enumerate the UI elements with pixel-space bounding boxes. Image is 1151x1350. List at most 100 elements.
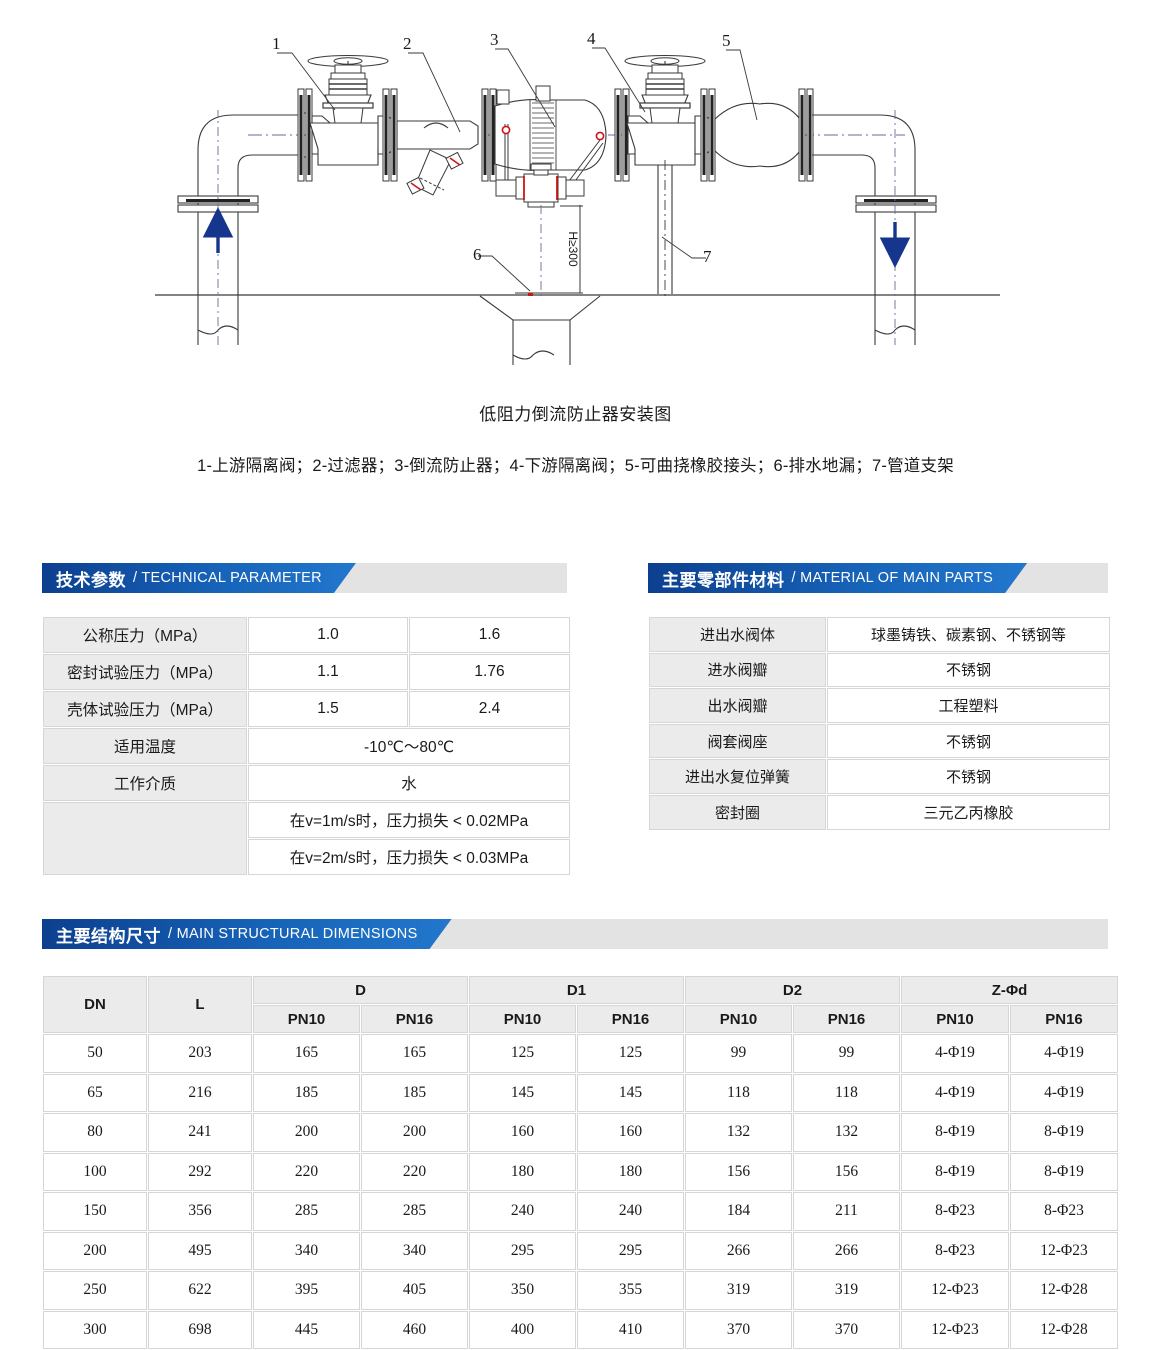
table-row: 壳体试验压力（MPa） 1.5 2.4 xyxy=(43,691,570,727)
dim-cell-r1-c9: 4-Φ19 xyxy=(1010,1073,1119,1112)
dim-cell-r4-c7: 211 xyxy=(793,1192,900,1231)
tech-pn16-1: 1.76 xyxy=(409,654,570,690)
tech-label-2: 壳体试验压力（MPa） xyxy=(43,691,247,727)
material-value-3: 不锈钢 xyxy=(827,723,1110,759)
callout-4: 4 xyxy=(587,29,596,48)
material-value-0: 球墨铸铁、碳素钢、不锈钢等 xyxy=(827,617,1110,652)
dim-cell-r2-c2: 200 xyxy=(253,1113,360,1152)
callout-2: 2 xyxy=(403,34,412,53)
tap-port-downstream xyxy=(595,131,605,141)
col-header-zphid: Z-Φd xyxy=(901,976,1119,1004)
diagram-legend: 1-上游隔离阀；2-过滤器；3-倒流防止器；4-下游隔离阀；5-可曲挠橡胶接头；… xyxy=(197,457,954,475)
dim-cell-r3-c6: 156 xyxy=(685,1152,792,1191)
section-title-en: / MATERIAL OF MAIN PARTS xyxy=(791,570,994,586)
table-row: 250 622 395 405 350 355 319 319 12-Φ23 12-Φ28 xyxy=(43,1271,1119,1310)
dim-cell-r7-c9: 12-Φ28 xyxy=(1010,1310,1119,1349)
valve-4-body xyxy=(624,54,706,166)
dim-cell-r5-c3: 340 xyxy=(361,1231,468,1270)
table-row: 密封圈 三元乙丙橡胶 xyxy=(649,794,1110,830)
table-row: 进出水阀体 球墨铸铁、碳素钢、不锈钢等 xyxy=(649,617,1110,652)
pipe-support xyxy=(657,165,673,294)
dim-cell-r2-c7: 132 xyxy=(793,1113,900,1152)
section-header-technical: 技术参数 / TECHNICAL PARAMETER xyxy=(42,563,567,593)
dim-cell-r2-c6: 132 xyxy=(685,1113,792,1152)
section-title-cn: 技术参数 xyxy=(56,570,126,590)
dim-cell-r0-c4: 125 xyxy=(469,1034,576,1073)
col-header-l: L xyxy=(148,976,252,1033)
section-title-cn: 主要结构尺寸 xyxy=(56,926,161,946)
dim-cell-r4-c2: 285 xyxy=(253,1192,360,1231)
tech-label-medium: 工作介质 xyxy=(43,765,247,801)
dimensions-header-row-1: DN L D D1 D2 Z-Φd xyxy=(43,976,1119,1033)
dim-cell-r7-c3: 460 xyxy=(361,1310,468,1349)
material-table: 进出水阀体 球墨铸铁、碳素钢、不锈钢等 进水阀瓣 不锈钢 出水阀瓣 工程塑料 阀… xyxy=(648,616,1111,831)
material-part-2: 出水阀瓣 xyxy=(649,688,826,723)
valve-1-body xyxy=(307,54,389,166)
dim-cell-r6-c6: 319 xyxy=(685,1271,792,1310)
dim-cell-r4-c8: 8-Φ23 xyxy=(901,1192,1009,1231)
tech-pn16-2: 2.4 xyxy=(409,691,570,727)
table-row: 在v=1m/s时，压力损失 < 0.02MPa xyxy=(43,802,570,875)
dim-cell-r5-c1: 495 xyxy=(148,1231,252,1270)
dim-cell-r6-c5: 355 xyxy=(577,1271,684,1310)
section-tag-dimensions: 主要结构尺寸 / MAIN STRUCTURAL DIMENSIONS xyxy=(42,919,452,949)
dim-cell-r7-c7: 370 xyxy=(793,1310,900,1349)
dim-cell-r3-c9: 8-Φ19 xyxy=(1010,1152,1119,1191)
dim-cell-r5-c4: 295 xyxy=(469,1231,576,1270)
table-row: 密封试验压力（MPa） 1.1 1.76 xyxy=(43,654,570,690)
callout-5: 5 xyxy=(722,31,731,50)
dim-cell-r3-c2: 220 xyxy=(253,1152,360,1191)
material-value-2: 工程塑料 xyxy=(827,688,1110,723)
dim-cell-r4-c9: 8-Φ23 xyxy=(1010,1192,1119,1231)
table-row: 出水阀瓣 工程塑料 xyxy=(649,688,1110,723)
backflow-preventer-body xyxy=(494,99,607,171)
dim-cell-r1-c7: 118 xyxy=(793,1073,900,1112)
dim-cell-r1-c1: 216 xyxy=(148,1073,252,1112)
material-part-5: 密封圈 xyxy=(649,794,826,830)
dim-cell-r2-c1: 241 xyxy=(148,1113,252,1152)
dim-cell-r5-c2: 340 xyxy=(253,1231,360,1270)
installation-diagram: H≥300 xyxy=(0,0,1151,395)
callout-6: 6 xyxy=(473,245,482,264)
col-header-d: D xyxy=(253,976,468,1004)
dim-cell-r1-c0: 65 xyxy=(43,1073,147,1112)
dim-cell-r7-c0: 300 xyxy=(43,1310,147,1349)
dim-cell-r3-c1: 292 xyxy=(148,1152,252,1191)
table-row: 300 698 445 460 400 410 370 370 12-Φ23 12-Φ28 xyxy=(43,1310,1119,1349)
tech-pn10-0: 1.0 xyxy=(248,617,408,653)
table-row: 150 356 285 285 240 240 184 211 8-Φ23 8-Φ23 xyxy=(43,1192,1119,1231)
dim-cell-r1-c4: 145 xyxy=(469,1073,576,1112)
tech-label-blank xyxy=(43,802,247,875)
tech-value-medium: 水 xyxy=(248,765,570,801)
dim-cell-r6-c9: 12-Φ28 xyxy=(1010,1271,1119,1310)
dim-cell-r0-c3: 165 xyxy=(361,1034,468,1073)
dim-cell-r0-c7: 99 xyxy=(793,1034,900,1073)
table-row: 阀套阀座 不锈钢 xyxy=(649,723,1110,759)
table-row: 80 241 200 200 160 160 132 132 8-Φ19 8-Φ19 xyxy=(43,1113,1119,1152)
dim-cell-r6-c2: 395 xyxy=(253,1271,360,1310)
table-row: 100 292 220 220 180 180 156 156 8-Φ19 8-Φ19 xyxy=(43,1152,1119,1191)
dim-cell-r1-c5: 145 xyxy=(577,1073,684,1112)
flexible-rubber-joint xyxy=(714,102,801,168)
section-tag-material: 主要零部件材料 / MATERIAL OF MAIN PARTS xyxy=(648,563,1027,593)
dim-cell-r2-c9: 8-Φ19 xyxy=(1010,1113,1119,1152)
height-dimension-label: H≥300 xyxy=(566,231,580,267)
dimensions-header-row-2: PN10 PN16 PN10 PN16 PN10 PN16 PN10 PN16 xyxy=(43,1005,1119,1033)
subheader-zphid-pn10: PN10 xyxy=(901,1005,1009,1033)
dim-cell-r4-c3: 285 xyxy=(361,1192,468,1231)
dim-cell-r7-c2: 445 xyxy=(253,1310,360,1349)
dim-cell-r3-c8: 8-Φ19 xyxy=(901,1152,1009,1191)
dim-cell-r4-c0: 150 xyxy=(43,1192,147,1231)
technical-parameter-table: 公称压力（MPa） 1.0 1.6 密封试验压力（MPa） 1.1 1.76 壳… xyxy=(42,616,571,876)
dimensions-table: DN L D D1 D2 Z-Φd PN10 PN16 PN10 PN16 PN… xyxy=(42,975,1120,1350)
dimensions-body: 50 203 165 165 125 125 99 99 4-Φ19 4-Φ19 65 216 185 1… xyxy=(43,1034,1119,1349)
dim-cell-r4-c5: 240 xyxy=(577,1192,684,1231)
material-part-0: 进出水阀体 xyxy=(649,617,826,652)
table-row: 50 203 165 165 125 125 99 99 4-Φ19 4-Φ19 xyxy=(43,1034,1119,1073)
table-row: 进水阀瓣 不锈钢 xyxy=(649,652,1110,688)
col-header-d2: D2 xyxy=(685,976,900,1004)
callout-1: 1 xyxy=(272,34,281,53)
dim-cell-r2-c3: 200 xyxy=(361,1113,468,1152)
floor-drain xyxy=(479,295,601,365)
dim-cell-r6-c4: 350 xyxy=(469,1271,576,1310)
